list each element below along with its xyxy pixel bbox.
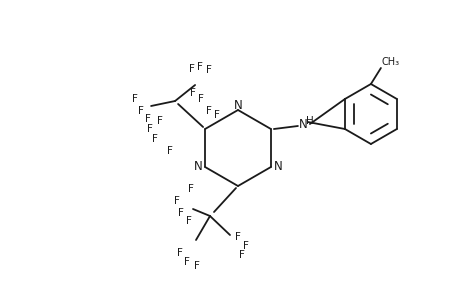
Text: F: F <box>189 64 195 74</box>
Text: F: F <box>178 208 184 218</box>
Text: N: N <box>233 98 242 112</box>
Text: F: F <box>198 94 204 104</box>
Text: CH₃: CH₃ <box>381 57 399 67</box>
Text: F: F <box>184 257 190 267</box>
Text: F: F <box>177 248 183 258</box>
Text: N: N <box>273 160 282 173</box>
Text: F: F <box>214 110 219 120</box>
Text: F: F <box>138 106 144 116</box>
Text: F: F <box>152 134 158 144</box>
Text: F: F <box>206 65 212 75</box>
Text: F: F <box>147 124 153 134</box>
Text: F: F <box>145 114 151 124</box>
Text: F: F <box>190 88 196 98</box>
Text: F: F <box>167 146 173 156</box>
Text: H: H <box>305 116 313 126</box>
Text: F: F <box>185 216 191 226</box>
Text: F: F <box>197 62 202 72</box>
Text: N: N <box>193 160 202 173</box>
Text: N: N <box>298 118 307 130</box>
Text: F: F <box>235 232 241 242</box>
Text: F: F <box>157 116 162 126</box>
Text: F: F <box>206 106 212 116</box>
Text: F: F <box>239 250 244 260</box>
Text: F: F <box>132 94 138 104</box>
Text: F: F <box>174 196 179 206</box>
Text: F: F <box>188 184 194 194</box>
Text: F: F <box>194 261 200 271</box>
Text: F: F <box>242 241 248 251</box>
